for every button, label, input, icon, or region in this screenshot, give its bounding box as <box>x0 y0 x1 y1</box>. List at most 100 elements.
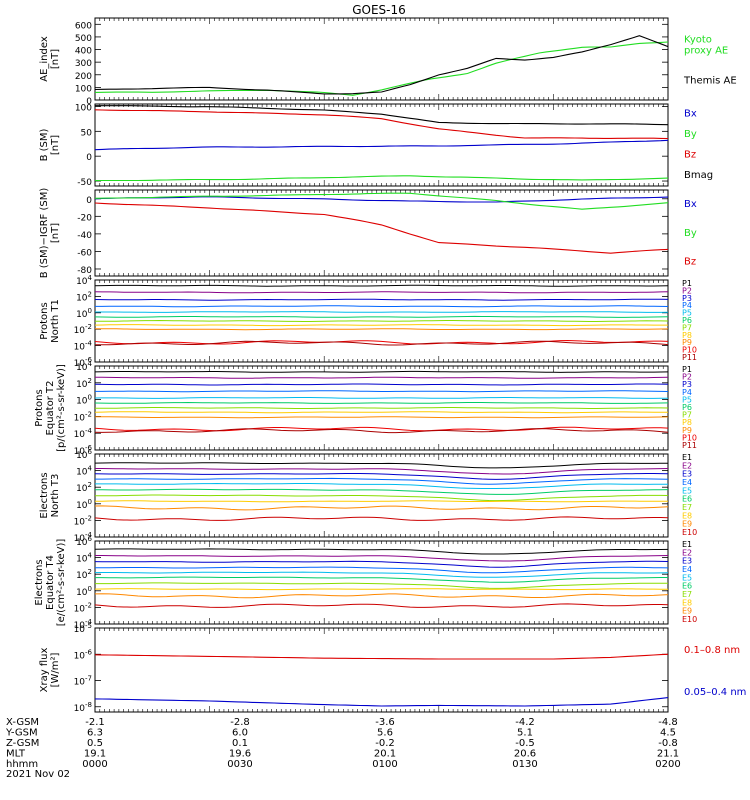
y-tick-label: 104 <box>76 465 92 478</box>
channel-line-e8 <box>94 500 668 503</box>
channel-line-e2 <box>95 468 669 475</box>
channel-label: E8 <box>682 598 692 607</box>
channel-line-p9 <box>95 328 669 331</box>
legend-label: Kyoto <box>684 35 712 46</box>
panel-e_equator: 10-4 10-2 100 102 104 106 ElectronsEquator T4[… <box>34 535 697 631</box>
channel-label: E8 <box>682 511 692 520</box>
legend-label: Bx <box>684 199 697 210</box>
channel-line-p11 <box>94 340 669 346</box>
y-tick-label: 600 <box>75 21 92 31</box>
channel-label: E9 <box>682 520 692 529</box>
channel-line-e4 <box>94 566 669 574</box>
y-tick-label: 10-4 <box>74 427 93 440</box>
series-line-bx <box>94 139 669 151</box>
channel-label: P8 <box>682 331 692 340</box>
channel-label: E6 <box>682 495 692 504</box>
x-tick-value: -3.6 <box>375 717 395 728</box>
y-tick-label: 102 <box>76 481 92 494</box>
x-row-label: Y-GSM <box>5 728 38 739</box>
channel-label: P5 <box>682 309 692 318</box>
channel-label: E2 <box>682 548 692 557</box>
x-tick-value: 0200 <box>655 759 680 770</box>
y-tick-label: 10-4 <box>74 618 93 631</box>
y-tick-label: 104 <box>76 552 92 565</box>
y-tick-label: -80 <box>77 266 92 276</box>
x-tick-value: 19.6 <box>229 749 251 760</box>
x-tick-value: 6.0 <box>232 728 248 739</box>
channel-label: E9 <box>682 607 692 616</box>
channel-label: E10 <box>682 615 697 624</box>
y-tick-label: 10-6 <box>74 444 93 457</box>
x-tick-value: 0000 <box>82 759 107 770</box>
channel-label: P2 <box>682 373 692 382</box>
legend-label: Themis AE <box>683 76 737 87</box>
series-line-bz <box>94 109 669 140</box>
channel-label: P8 <box>682 418 692 427</box>
panel-bsm: -50 0 50 100 B (SM)[nT] Bx By Bz Bmag <box>39 103 713 188</box>
y-tick-label: 0 <box>86 97 92 107</box>
channel-label: P11 <box>682 353 697 362</box>
panel-frame <box>94 627 669 713</box>
y-tick-label: 10-6 <box>74 356 93 369</box>
channel-label: P9 <box>682 426 692 435</box>
series-line-bmag <box>95 105 669 126</box>
panel-bdiff: -80 -60 -40 -20 0 B (SM)−IGRF (SM)[nT] Bx By Bz <box>39 188 697 279</box>
y-axis-title: ElectronsEquator T4[e/(cm²-s-sr-keV)] <box>34 539 67 627</box>
channel-line-e7 <box>95 582 668 589</box>
x-tick-value: 6.3 <box>87 728 103 739</box>
series-line-bz <box>94 202 669 254</box>
x-tick-value: 5.6 <box>377 728 393 739</box>
y-tick-label: 0 <box>86 153 92 163</box>
y-tick-label: 400 <box>75 47 92 57</box>
series-line-by <box>94 175 669 182</box>
channel-label: P4 <box>682 388 692 397</box>
y-tick-label: 100 <box>76 585 92 598</box>
channel-line-e10 <box>94 603 669 608</box>
panel-ae: 0 100 200 300 400 500 600 AE_index[nT] Kyotoprox… <box>39 17 737 107</box>
y-tick-label: 106 <box>76 448 92 461</box>
x-tick-value: -4.2 <box>515 717 535 728</box>
x-tick-value: 0130 <box>512 759 537 770</box>
x-tick-value: -0.8 <box>658 738 678 749</box>
channel-line-p3 <box>94 383 669 386</box>
y-axis-title: ProtonsEquator T2[p/(cm²-s-sr-keV)] <box>34 364 67 452</box>
x-tick-value: 20.1 <box>374 749 396 760</box>
channel-line-p1 <box>94 370 669 373</box>
channel-label: E7 <box>682 503 692 512</box>
panel-frame <box>94 103 669 187</box>
channel-label: P9 <box>682 338 692 347</box>
y-tick-label: 10-2 <box>74 323 92 336</box>
channel-line-p3 <box>94 298 669 301</box>
channel-label: P4 <box>682 301 692 310</box>
channel-line-e1 <box>94 548 669 555</box>
channel-label: P3 <box>682 380 692 389</box>
x-tick-value: -2.1 <box>85 717 105 728</box>
x-tick-value: 0100 <box>372 759 397 770</box>
y-tick-label: -20 <box>77 213 92 223</box>
channel-line-e6 <box>95 576 668 583</box>
channel-label: P10 <box>682 346 697 355</box>
channel-line-e6 <box>94 488 669 495</box>
y-tick-label: 100 <box>75 103 92 113</box>
legend-label: 0.05–0.4 nm <box>684 687 746 698</box>
channel-line-e3 <box>94 560 669 568</box>
series-line-kyoto-proxy-ae <box>94 41 669 96</box>
y-tick-label: 300 <box>75 59 92 69</box>
y-axis-title: Xray flux[W/m²] <box>39 648 61 693</box>
y-axis-title: ElectronsNorth T3 <box>39 472 61 518</box>
y-tick-label: 100 <box>76 307 92 320</box>
channel-line-e1 <box>94 462 669 469</box>
y-axis-title: AE_index[nT] <box>39 36 61 82</box>
y-tick-label: 100 <box>76 394 92 407</box>
channel-line-p2 <box>95 376 669 379</box>
channel-line-p8 <box>94 324 668 327</box>
x-tick-value: -2.8 <box>230 717 250 728</box>
y-tick-label: 102 <box>76 377 92 390</box>
legend-label: Bx <box>684 108 697 119</box>
channel-line-p10 <box>94 426 669 432</box>
x-row-label: Z-GSM <box>6 738 39 749</box>
channel-line-p6 <box>94 315 669 318</box>
channel-label: P10 <box>682 433 697 442</box>
x-row-label: X-GSM <box>6 717 39 728</box>
panel-p_north: 10-6 10-4 10-2 100 102 104 ProtonsNorth T1 P1P2… <box>39 274 697 369</box>
